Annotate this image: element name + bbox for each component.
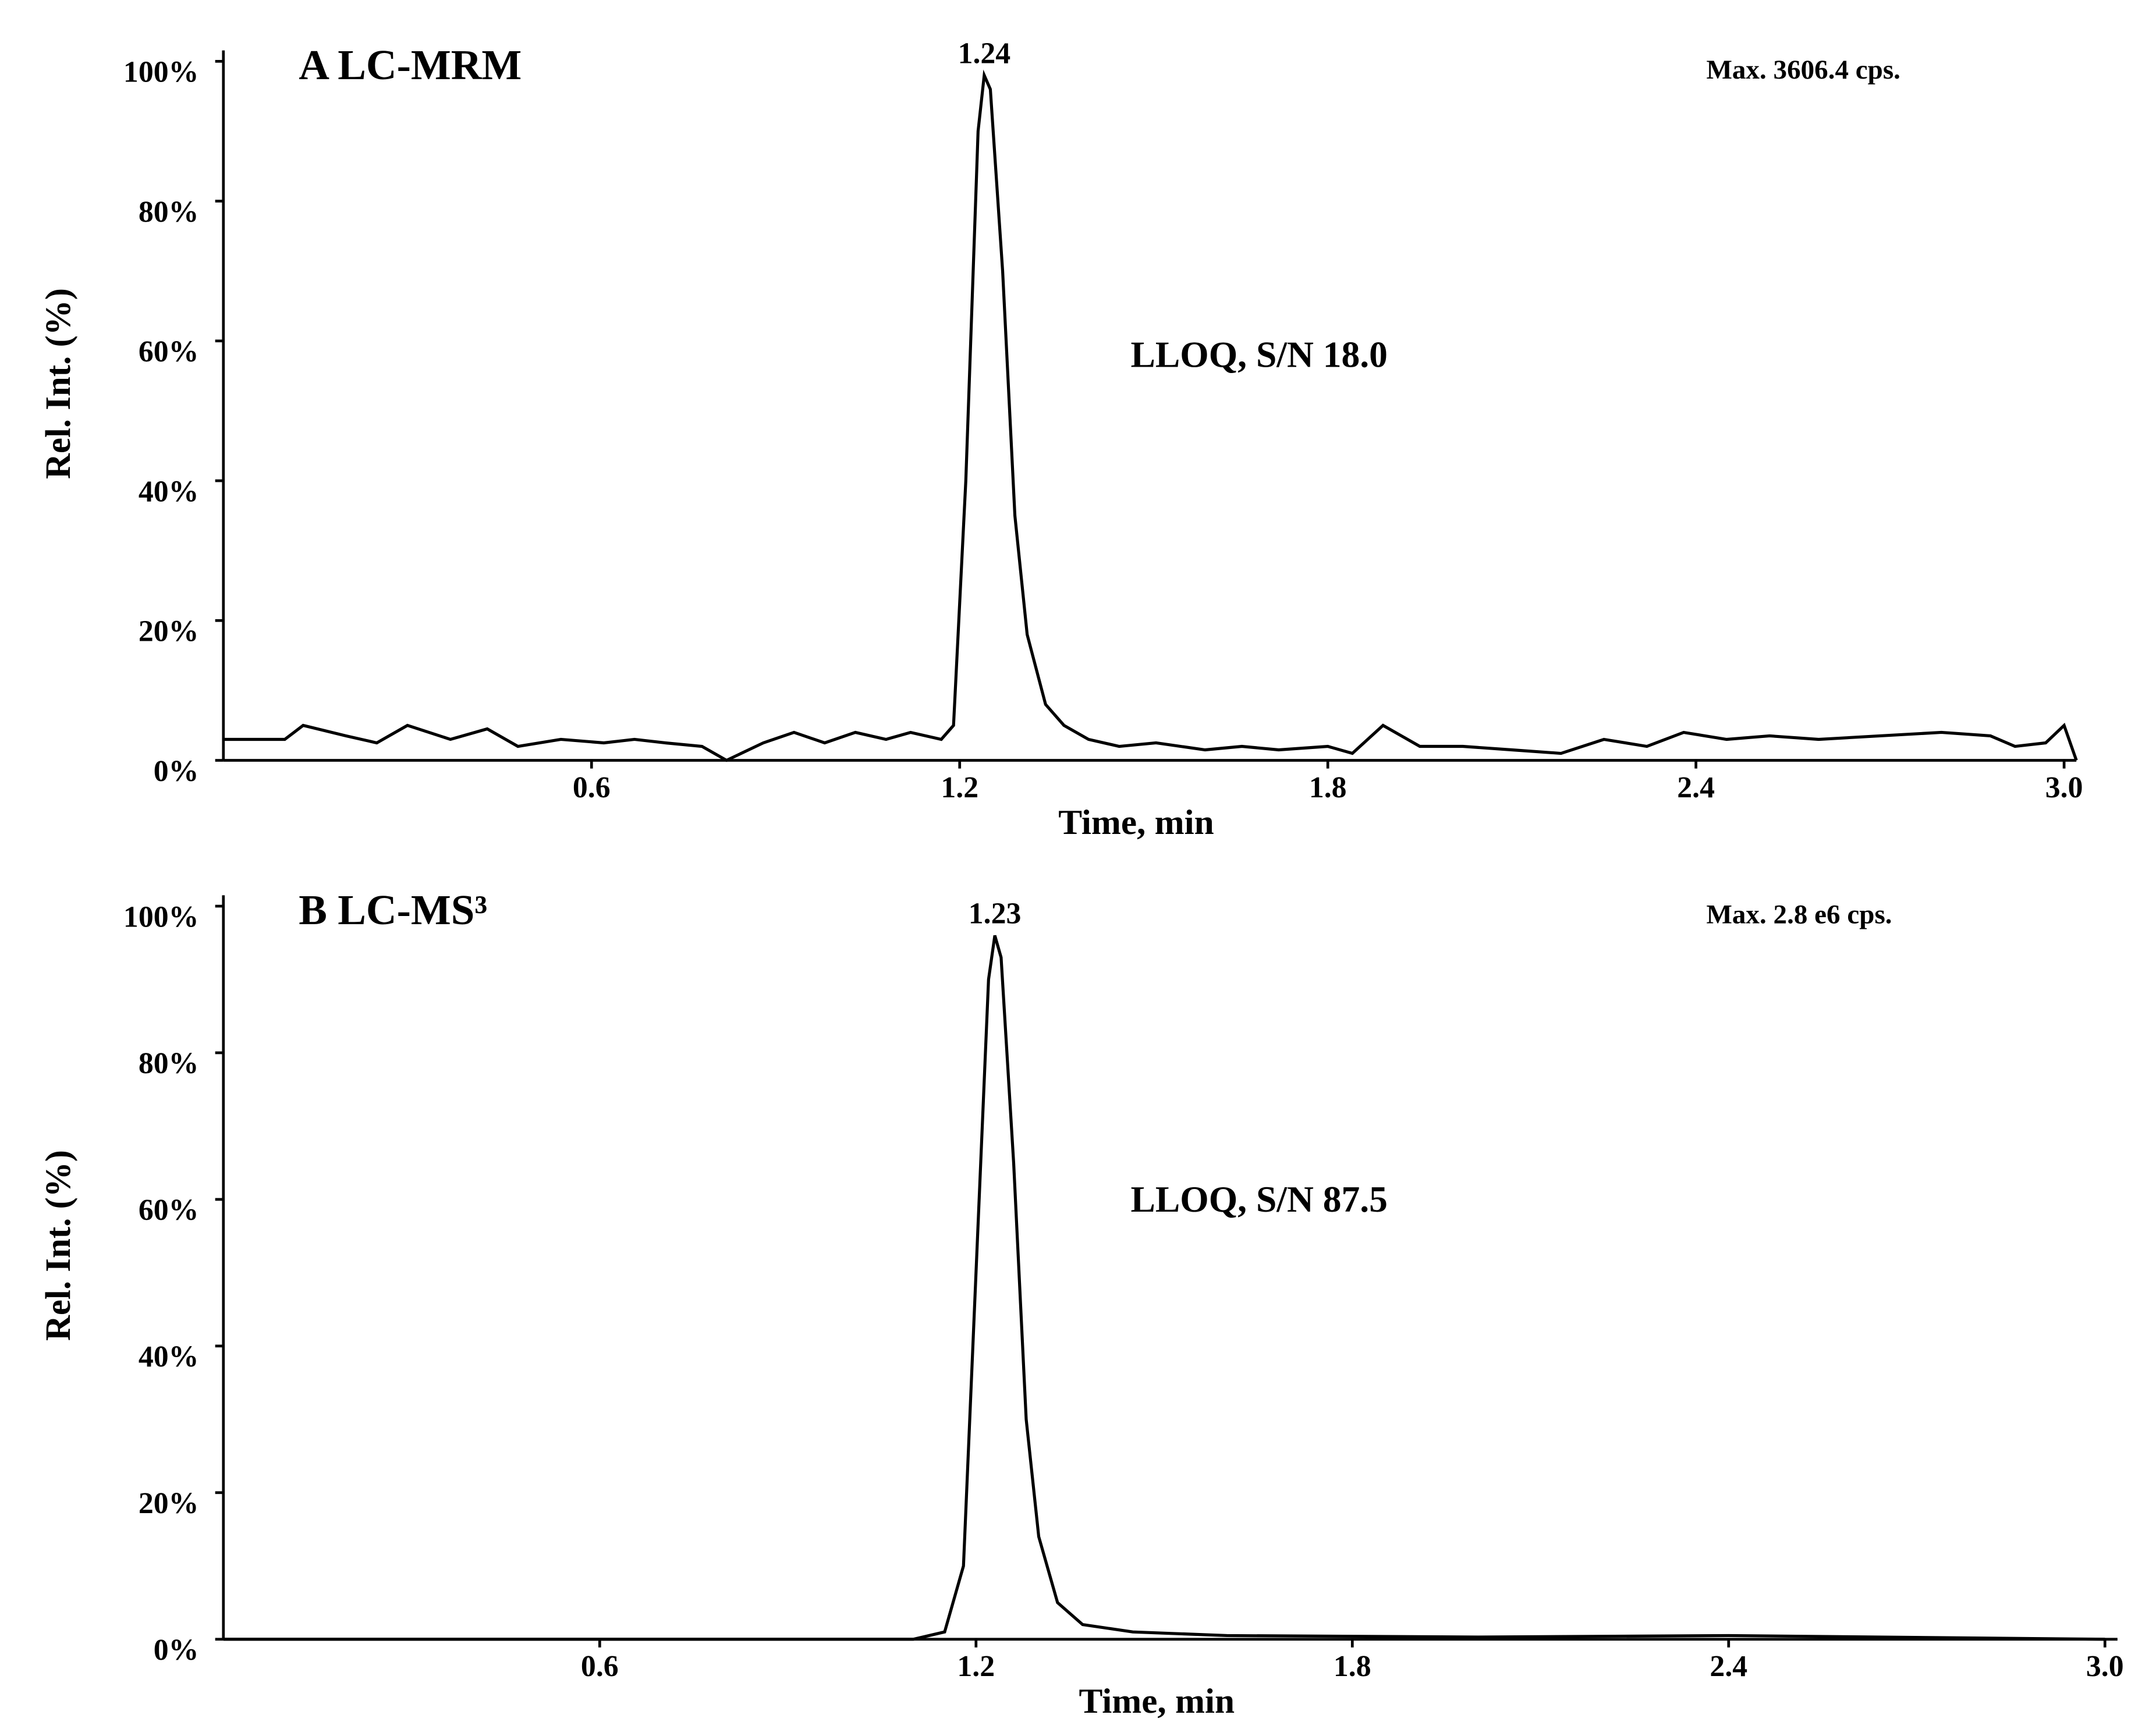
chromatogram-line — [223, 935, 2105, 1641]
y-axis-label: Rel. Int. (%) — [39, 1150, 78, 1341]
y-tick-label: 80% — [139, 196, 199, 229]
y-tick-label: 20% — [139, 615, 199, 648]
x-tick-label: 0.6 — [573, 771, 611, 804]
chromatogram-line — [223, 69, 2078, 762]
x-axis-label: Time, min — [1058, 803, 1214, 842]
y-tick-label: 40% — [139, 1340, 199, 1373]
y-tick-label: 60% — [139, 335, 199, 368]
x-tick-label: 0.6 — [581, 1650, 619, 1683]
y-tick-label: 0% — [154, 755, 199, 788]
x-tick-label: 2.4 — [1677, 771, 1715, 804]
max-intensity: Max. 3606.4 cps. — [1706, 55, 1900, 85]
y-tick-label: 80% — [139, 1047, 199, 1080]
y-axis-label: Rel. Int. (%) — [39, 288, 78, 479]
x-tick-label: 1.8 — [1309, 771, 1347, 804]
y-tick-label: 60% — [139, 1194, 199, 1227]
sn-annotation: LLOQ, S/N 18.0 — [1131, 334, 1388, 375]
x-tick-label: 2.4 — [1710, 1650, 1747, 1683]
x-tick-label: 1.8 — [1334, 1650, 1371, 1683]
y-tick-label: 0% — [154, 1634, 199, 1667]
y-tick-label: 40% — [139, 475, 199, 508]
x-axis-label: Time, min — [1079, 1682, 1235, 1721]
x-tick-label: 1.2 — [941, 771, 978, 804]
y-tick-label: 20% — [139, 1487, 199, 1520]
max-intensity: Max. 2.8 e6 cps. — [1706, 900, 1892, 930]
x-tick-label: 3.0 — [2086, 1650, 2124, 1683]
peak-label: 1.23 — [969, 897, 1022, 931]
x-tick-label: 3.0 — [2045, 771, 2083, 804]
sn-annotation: LLOQ, S/N 87.5 — [1131, 1179, 1388, 1220]
y-tick-label: 100% — [123, 900, 198, 933]
panel-title: B LC-MS³ — [299, 886, 487, 933]
y-tick-label: 100% — [123, 56, 198, 89]
x-tick-label: 1.2 — [957, 1650, 995, 1683]
peak-label: 1.24 — [958, 37, 1011, 70]
panel-title: A LC-MRM — [299, 41, 522, 88]
